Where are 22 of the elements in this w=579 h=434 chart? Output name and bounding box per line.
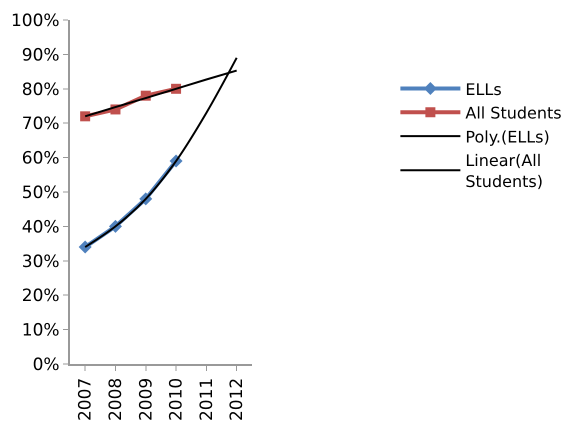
- y-tick-label: 0%: [32, 354, 60, 375]
- point: [80, 111, 90, 122]
- y-tick-label: 10%: [22, 320, 60, 341]
- x-tick-label: 2011: [196, 378, 217, 422]
- x-tick-label: 2008: [106, 378, 126, 422]
- legend-label: ELLs: [465, 80, 502, 99]
- x-tick-label: 2007: [76, 378, 96, 422]
- legend-label: Poly.(ELLs): [465, 127, 550, 146]
- x-tick-label: 2012: [227, 378, 248, 422]
- x-tick-label: 2009: [136, 378, 156, 422]
- y-tick-label: 100%: [10, 10, 60, 31]
- y-tick-label: 60%: [22, 148, 60, 169]
- x-tick-label: 2010: [166, 378, 187, 422]
- y-tick-label: 90%: [22, 45, 60, 66]
- y-tick-label: 80%: [22, 80, 60, 100]
- y-tick-label: 70%: [22, 114, 60, 134]
- legend-label: Linear(All Students): [465, 151, 543, 191]
- y-tick-label: 30%: [22, 252, 60, 272]
- y-tick-label: 20%: [22, 286, 60, 306]
- y-tick-label: 50%: [22, 182, 60, 203]
- legend-label: All Students: [465, 104, 562, 123]
- y-tick-label: 40%: [22, 217, 60, 238]
